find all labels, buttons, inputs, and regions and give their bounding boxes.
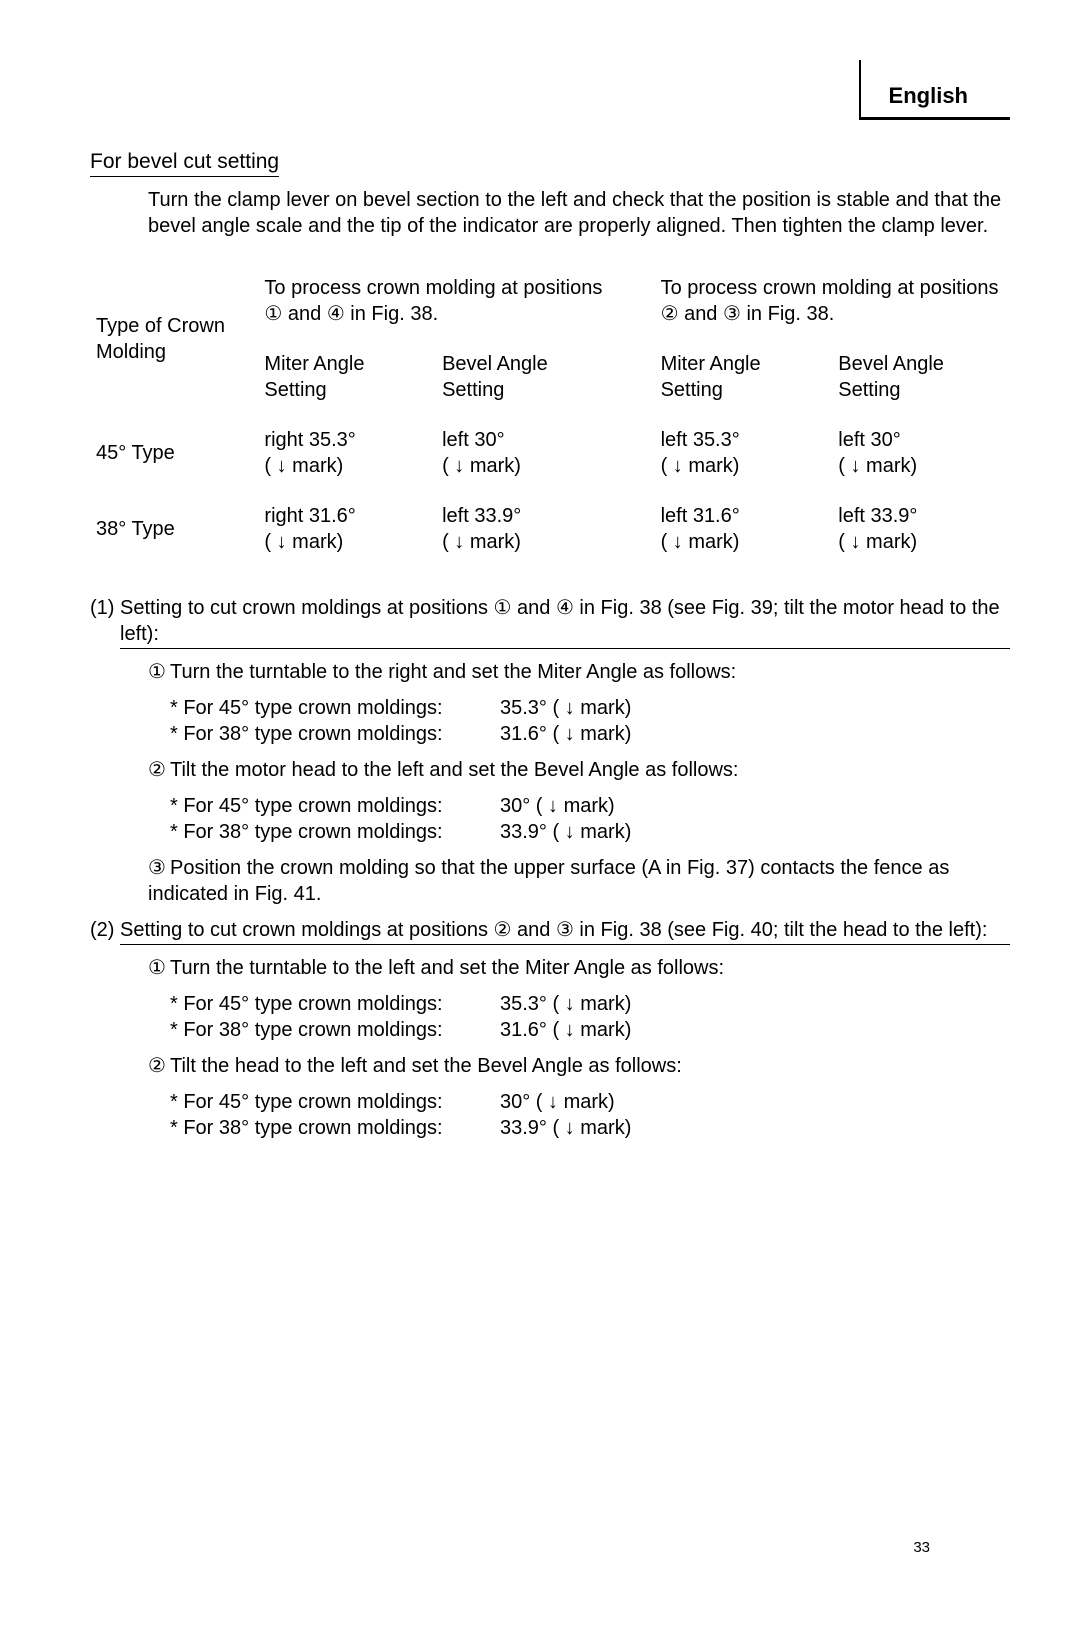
sublist: * For 45° type crown moldings:35.3° ( ↓ … <box>170 991 1010 1043</box>
step: ①Turn the turntable to the left and set … <box>148 955 1010 981</box>
subsection-1: (1) Setting to cut crown moldings at pos… <box>90 595 1010 649</box>
sub-miter-1: Miter Angle Setting <box>258 345 436 409</box>
settings-table: Type of Crown Molding To process crown m… <box>90 257 1010 573</box>
subsection-2: (2) Setting to cut crown moldings at pos… <box>90 917 1010 945</box>
table-row: 45° Type right 35.3°( ↓ mark) left 30°( … <box>90 421 1010 485</box>
language-box: English <box>859 60 1010 120</box>
sublist: * For 45° type crown moldings:30° ( ↓ ma… <box>170 793 1010 845</box>
rowhead: Type of Crown Molding <box>90 269 258 409</box>
step: ①Turn the turntable to the right and set… <box>148 659 1010 685</box>
sublist: * For 45° type crown moldings:35.3° ( ↓ … <box>170 695 1010 747</box>
sub-miter-2: Miter Angle Setting <box>655 345 833 409</box>
group1: To process crown molding at positions ① … <box>258 269 613 333</box>
section-title: For bevel cut setting <box>90 148 279 177</box>
table-row: 38° Type right 31.6°( ↓ mark) left 33.9°… <box>90 497 1010 561</box>
intro-paragraph: Turn the clamp lever on bevel section to… <box>148 187 1010 239</box>
sub-bevel-1: Bevel Angle Setting <box>436 345 614 409</box>
step: ③Position the crown molding so that the … <box>148 855 1010 907</box>
page-number: 33 <box>913 1538 930 1558</box>
step: ②Tilt the head to the left and set the B… <box>148 1053 1010 1079</box>
step: ②Tilt the motor head to the left and set… <box>148 757 1010 783</box>
group2: To process crown molding at positions ② … <box>655 269 1010 333</box>
sub-bevel-2: Bevel Angle Setting <box>832 345 1010 409</box>
sublist: * For 45° type crown moldings:30° ( ↓ ma… <box>170 1089 1010 1141</box>
